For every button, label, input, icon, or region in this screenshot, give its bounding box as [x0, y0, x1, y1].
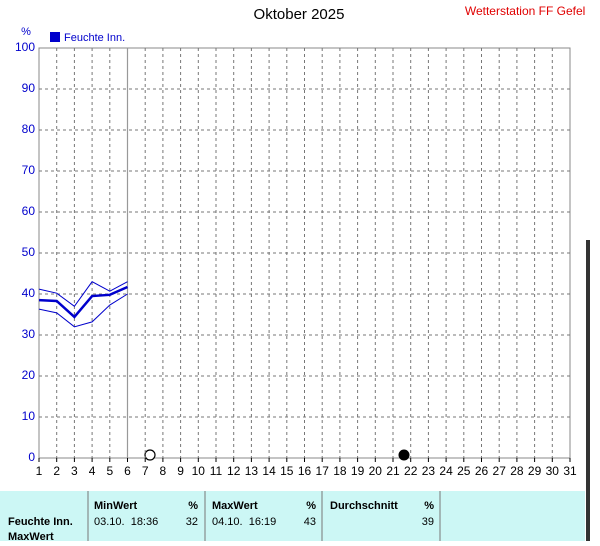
table-row-label: Feuchte Inn.	[8, 516, 73, 528]
y-tick-label: 30	[22, 327, 36, 341]
moon-full-icon	[144, 449, 156, 461]
table-header: MaxWert	[212, 500, 258, 512]
table-cell: 43	[304, 516, 316, 528]
table-cell: 39	[422, 516, 434, 528]
x-tick-label: 10	[192, 464, 206, 478]
table-header: %	[306, 500, 316, 512]
table-cell: 32	[186, 516, 198, 528]
x-tick-label: 5	[106, 464, 113, 478]
x-tick-label: 1	[36, 464, 43, 478]
x-tick-label: 24	[439, 464, 453, 478]
max-line	[38, 281, 128, 308]
moon-new-icon	[398, 449, 410, 461]
table-row-label: MaxWert	[8, 531, 54, 541]
x-tick-label: 21	[386, 464, 400, 478]
y-tick-label: 10	[22, 409, 36, 423]
x-tick-label: 22	[404, 464, 418, 478]
x-tick-label: 20	[369, 464, 383, 478]
table-header: MinWert	[94, 500, 138, 512]
x-tick-label: 11	[210, 464, 223, 478]
table-cell: 04.10. 16:19	[212, 516, 276, 528]
y-tick-label: 40	[22, 286, 36, 300]
y-tick-label: 90	[22, 81, 36, 95]
x-tick-label: 3	[71, 464, 78, 478]
x-tick-label: 29	[528, 464, 542, 478]
legend-swatch	[50, 32, 60, 42]
x-tick-label: 16	[298, 464, 312, 478]
summary-table-background	[0, 491, 585, 541]
table-header: %	[424, 500, 434, 512]
y-tick-label: 50	[22, 245, 36, 259]
y-tick-label: 70	[22, 163, 36, 177]
x-tick-label: 14	[262, 464, 276, 478]
x-tick-label: 7	[142, 464, 149, 478]
x-tick-label: 15	[280, 464, 294, 478]
x-tick-label: 27	[493, 464, 507, 478]
x-tick-label: 25	[457, 464, 471, 478]
x-tick-label: 8	[160, 464, 167, 478]
y-tick-label: 80	[22, 122, 36, 136]
x-tick-label: 31	[563, 464, 577, 478]
x-tick-label: 19	[351, 464, 365, 478]
x-tick-label: 12	[227, 464, 241, 478]
y-tick-label: 20	[22, 368, 36, 382]
y-tick-label: 0	[28, 450, 35, 464]
mean-line	[38, 285, 129, 319]
legend-label: Feuchte Inn.	[64, 32, 125, 44]
min-line	[38, 293, 128, 328]
y-tick-label: 60	[22, 204, 36, 218]
x-tick-label: 9	[177, 464, 184, 478]
x-tick-label: 4	[89, 464, 96, 478]
x-tick-label: 28	[510, 464, 524, 478]
x-tick-label: 18	[333, 464, 347, 478]
table-cell: 03.10. 18:36	[94, 516, 158, 528]
x-tick-label: 17	[316, 464, 330, 478]
x-tick-label: 26	[475, 464, 489, 478]
table-header: %	[188, 500, 198, 512]
x-tick-label: 2	[53, 464, 60, 478]
chart-title: Oktober 2025	[254, 6, 345, 23]
x-tick-label: 6	[124, 464, 131, 478]
x-tick-label: 23	[422, 464, 436, 478]
y-tick-label: 100	[15, 40, 35, 54]
y-axis-label: %	[21, 26, 31, 38]
station-name: Wetterstation FF Gefell	[465, 4, 588, 18]
x-tick-label: 30	[546, 464, 560, 478]
table-header: Durchschnitt	[330, 500, 398, 512]
side-window-edge	[586, 240, 590, 541]
x-tick-label: 13	[245, 464, 259, 478]
